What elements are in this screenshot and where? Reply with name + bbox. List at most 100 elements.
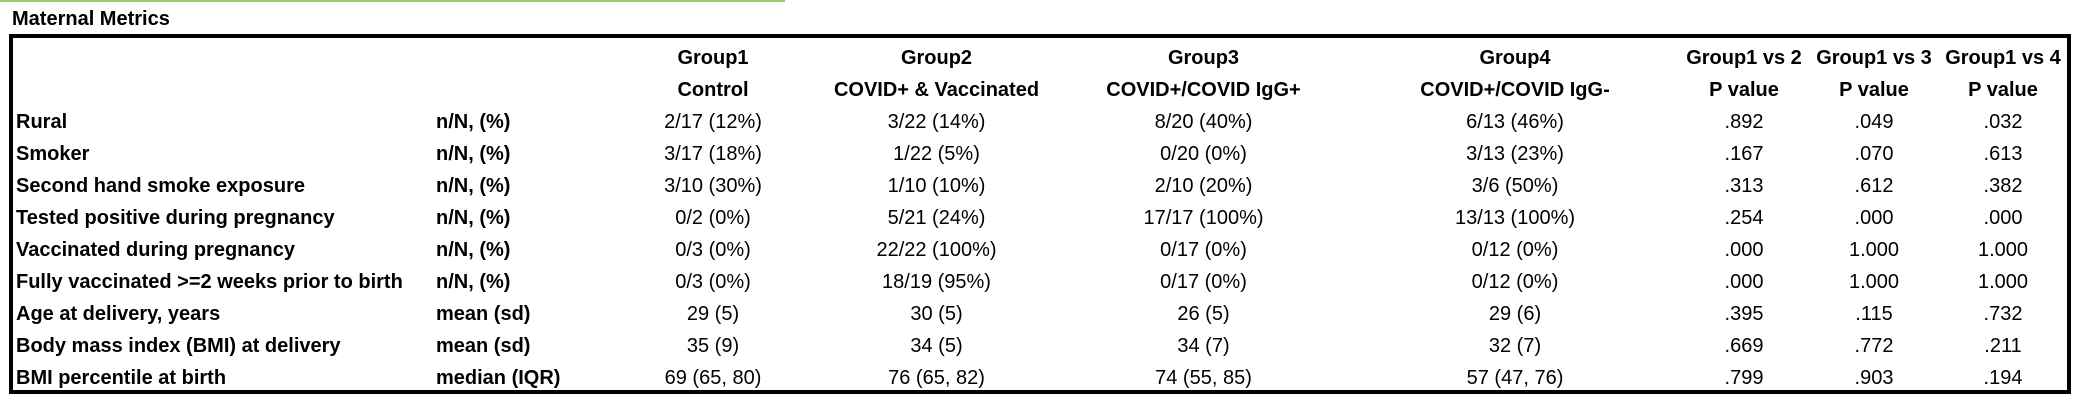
row-stat-type: mean (sd) <box>436 303 531 325</box>
cell-p-1v4: .194 <box>1983 367 2023 389</box>
table-row: Vaccinated during pregnancy n/N, (%) 0/3… <box>13 234 2067 266</box>
cell-p-1v4: 1.000 <box>1977 271 2029 293</box>
header-p-value-label: P value <box>1709 79 1779 101</box>
header-group2-description: COVID+ & Vaccinated <box>833 79 1040 101</box>
header-row-group-names: Group1 Group2 Group3 Group4 Group1 vs 2 … <box>13 42 2067 74</box>
table-row: Second hand smoke exposure n/N, (%) 3/10… <box>13 170 2067 202</box>
cell-group1: 0/2 (0%) <box>675 207 751 229</box>
header-group4-description: COVID+/COVID IgG- <box>1420 79 1610 101</box>
cell-group2: 30 (5) <box>910 303 963 325</box>
row-stat-type: n/N, (%) <box>436 239 511 261</box>
cell-group1: 35 (9) <box>686 335 740 357</box>
cell-group4: 32 (7) <box>1488 335 1542 357</box>
cell-group4: 0/12 (0%) <box>1471 271 1559 293</box>
header-blank-cell <box>436 74 609 106</box>
cell-group4: 57 (47, 76) <box>1466 367 1564 389</box>
header-comparison-1v4: Group1 vs 4 <box>1945 47 2061 69</box>
row-label: Fully vaccinated >=2 weeks prior to birt… <box>16 271 403 293</box>
cell-group1: 0/3 (0%) <box>675 271 751 293</box>
row-stat-type: n/N, (%) <box>436 143 511 165</box>
cell-group2: 5/21 (24%) <box>887 207 986 229</box>
row-label: Rural <box>16 111 68 133</box>
header-group2-name: Group2 <box>900 47 973 69</box>
row-stat-type: n/N, (%) <box>436 271 511 293</box>
cell-p-1v2: .395 <box>1724 303 1764 325</box>
cell-group1: 0/3 (0%) <box>675 239 751 261</box>
metrics-table-frame: Group1 Group2 Group3 Group4 Group1 vs 2 … <box>9 34 2071 394</box>
cell-p-1v3: .612 <box>1854 175 1894 197</box>
cell-group3: 17/17 (100%) <box>1143 207 1264 229</box>
cell-p-1v2: .313 <box>1724 175 1764 197</box>
cell-group2: 34 (5) <box>910 335 963 357</box>
cell-group3: 34 (7) <box>1177 335 1230 357</box>
row-label: Smoker <box>16 143 90 165</box>
cell-p-1v4: .382 <box>1983 175 2023 197</box>
cell-group2: 18/19 (95%) <box>882 271 991 293</box>
cell-p-1v4: .032 <box>1983 111 2023 133</box>
cell-group1: 29 (5) <box>686 303 740 325</box>
header-blank-cell <box>436 42 609 74</box>
cell-group4: 0/12 (0%) <box>1471 239 1559 261</box>
cell-p-1v2: .000 <box>1724 271 1764 293</box>
row-label: Second hand smoke exposure <box>16 175 305 197</box>
cell-group3: 0/17 (0%) <box>1160 271 1247 293</box>
cell-p-1v3: .772 <box>1854 335 1894 357</box>
row-stat-type: median (IQR) <box>436 367 561 389</box>
header-blank-cell <box>13 74 436 106</box>
cell-p-1v2: .669 <box>1724 335 1764 357</box>
table-title: Maternal Metrics <box>12 8 170 30</box>
cell-p-1v2: .000 <box>1724 239 1764 261</box>
header-comparison-1v3: Group1 vs 3 <box>1816 47 1932 69</box>
row-stat-type: n/N, (%) <box>436 175 511 197</box>
table-row: Body mass index (BMI) at delivery mean (… <box>13 330 2067 362</box>
row-label: Tested positive during pregnancy <box>16 207 335 229</box>
table-row: Tested positive during pregnancy n/N, (%… <box>13 202 2067 234</box>
header-p-value-label: P value <box>1968 79 2038 101</box>
cell-p-1v3: .115 <box>1855 303 1893 325</box>
row-stat-type: n/N, (%) <box>436 207 511 229</box>
cell-p-1v3: .049 <box>1854 111 1894 133</box>
cell-group3: 8/20 (40%) <box>1154 111 1253 133</box>
table-row: BMI percentile at birth median (IQR) 69 … <box>13 362 2067 390</box>
table-row: Fully vaccinated >=2 weeks prior to birt… <box>13 266 2067 298</box>
cell-p-1v4: .732 <box>1983 303 2023 325</box>
cell-group2: 1/22 (5%) <box>893 143 980 165</box>
cell-group4: 13/13 (100%) <box>1454 207 1576 229</box>
cell-p-1v4: 1.000 <box>1977 239 2029 261</box>
cell-group2: 76 (65, 82) <box>888 367 985 389</box>
cell-group3: 2/10 (20%) <box>1154 175 1253 197</box>
cell-group1: 3/17 (18%) <box>664 143 762 165</box>
row-label: Vaccinated during pregnancy <box>16 239 295 261</box>
table-body: Rural n/N, (%) 2/17 (12%) 3/22 (14%) 8/2… <box>13 106 2067 390</box>
cell-group3: 0/17 (0%) <box>1160 239 1247 261</box>
cell-group2: 3/22 (14%) <box>887 111 986 133</box>
header-group3-name: Group3 <box>1167 47 1240 69</box>
cell-p-1v3: .070 <box>1854 143 1894 165</box>
cell-group3: 26 (5) <box>1177 303 1230 325</box>
header-group1-name: Group1 <box>677 47 749 69</box>
header-comparison-1v2: Group1 vs 2 <box>1686 47 1802 69</box>
cell-p-1v2: .254 <box>1724 207 1764 229</box>
table-row: Smoker n/N, (%) 3/17 (18%) 1/22 (5%) 0/2… <box>13 138 2067 170</box>
cell-p-1v2: .167 <box>1724 143 1764 165</box>
cell-p-1v3: 1.000 <box>1848 271 1900 293</box>
cell-group2: 22/22 (100%) <box>876 239 997 261</box>
table-row: Age at delivery, years mean (sd) 29 (5) … <box>13 298 2067 330</box>
row-label: BMI percentile at birth <box>16 367 227 389</box>
cell-p-1v4: .613 <box>1983 143 2023 165</box>
header-group3-description: COVID+/COVID IgG+ <box>1106 79 1301 101</box>
cell-p-1v2: .799 <box>1724 367 1764 389</box>
row-stat-type: mean (sd) <box>436 335 531 357</box>
header-p-value-label: P value <box>1839 79 1909 101</box>
cell-group1: 69 (65, 80) <box>664 367 762 389</box>
sheet-top-accent-line <box>0 0 785 2</box>
cell-group4: 6/13 (46%) <box>1466 111 1564 133</box>
cell-group2: 1/10 (10%) <box>887 175 986 197</box>
header-blank-cell <box>13 42 436 74</box>
cell-group1: 3/10 (30%) <box>664 175 762 197</box>
header-row-descriptions: Control COVID+ & Vaccinated COVID+/COVID… <box>13 74 2067 106</box>
cell-group4: 3/6 (50%) <box>1471 175 1559 197</box>
cell-group1: 2/17 (12%) <box>664 111 762 133</box>
row-stat-type: n/N, (%) <box>436 111 511 133</box>
cell-group3: 74 (55, 85) <box>1155 367 1252 389</box>
